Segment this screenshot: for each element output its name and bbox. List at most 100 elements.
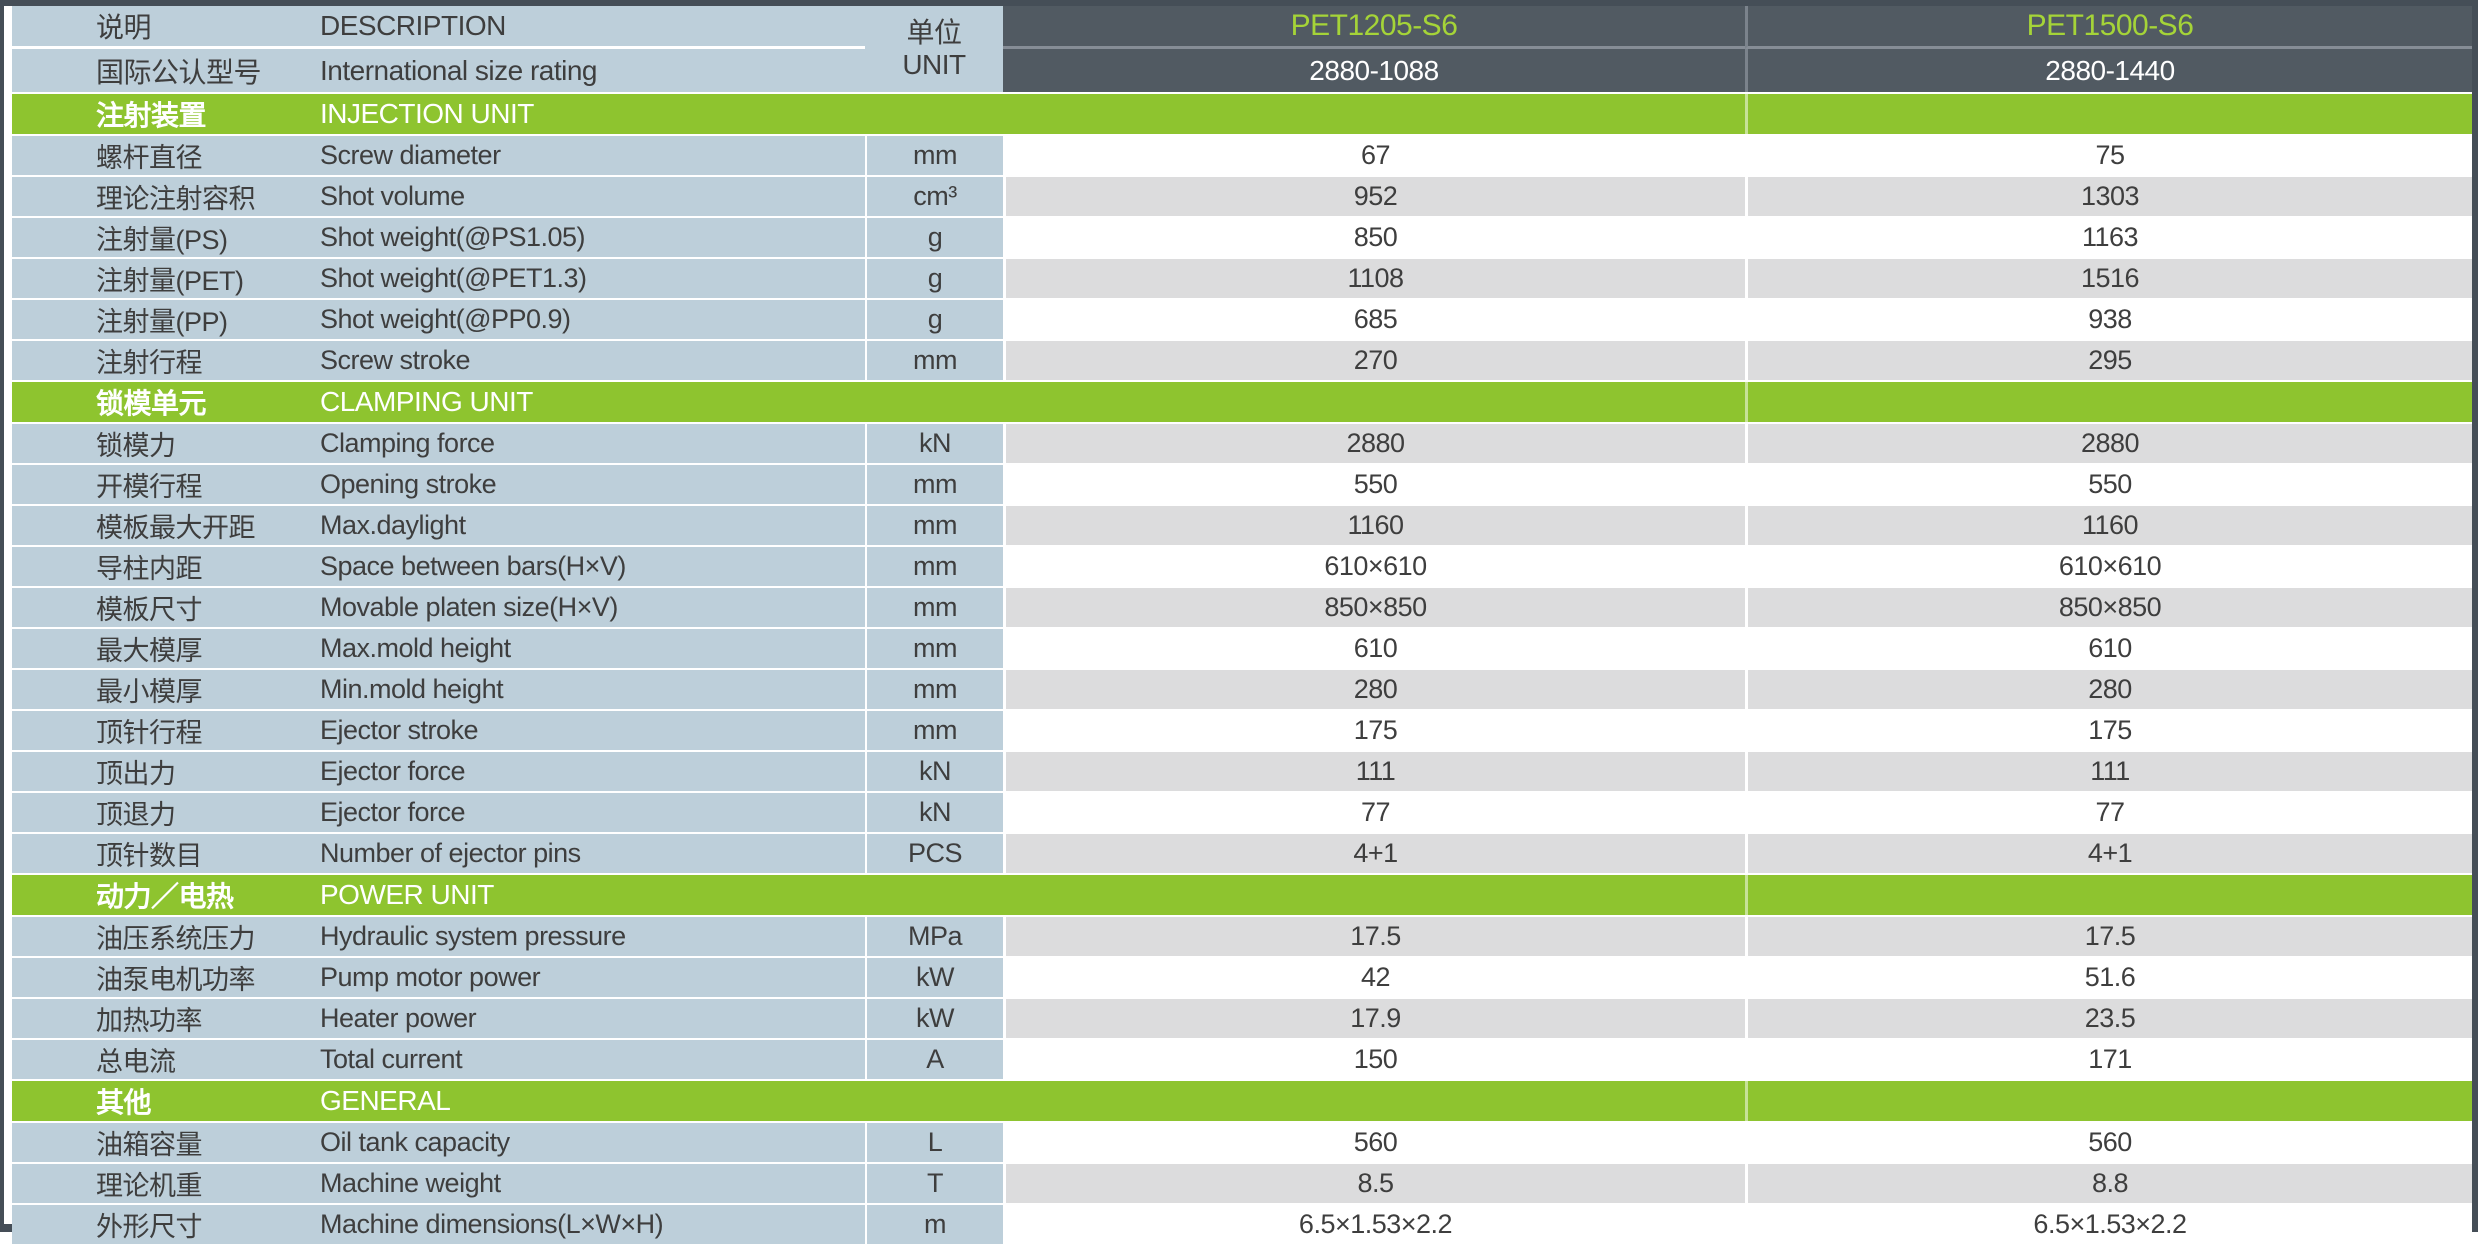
spec-label-en: Total current bbox=[320, 1040, 865, 1079]
spec-value-model2: 1516 bbox=[1745, 259, 2472, 298]
spec-label-cn: 注射量(PET) bbox=[12, 259, 320, 298]
spec-label-cn: 导柱内距 bbox=[12, 547, 320, 586]
table-row: 顶针行程 Ejector stroke mm 175 175 bbox=[12, 709, 2472, 750]
section-spacer bbox=[1745, 382, 2472, 422]
spec-value-model2: 4+1 bbox=[1745, 834, 2472, 873]
spec-value-model2: 938 bbox=[1745, 300, 2472, 339]
spec-value-model1: 8.5 bbox=[1003, 1164, 1745, 1203]
spec-label-en: Pump motor power bbox=[320, 958, 865, 997]
section-header-row: 锁模单元 CLAMPING UNIT bbox=[12, 380, 2472, 422]
spec-value-model2: 280 bbox=[1745, 670, 2472, 709]
spec-label-en: Number of ejector pins bbox=[320, 834, 865, 873]
table-row: 油压系统压力 Hydraulic system pressure MPa 17.… bbox=[12, 915, 2472, 956]
spec-label-en: Screw stroke bbox=[320, 341, 865, 380]
spec-unit: mm bbox=[865, 341, 1003, 380]
table-row: 顶退力 Ejector force kN 77 77 bbox=[12, 791, 2472, 832]
spec-value-model1: 4+1 bbox=[1003, 834, 1745, 873]
spec-label-en: Shot weight(@PET1.3) bbox=[320, 259, 865, 298]
spec-value-model1: 17.9 bbox=[1003, 999, 1745, 1038]
section-spacer bbox=[865, 94, 1003, 134]
section-spacer bbox=[865, 875, 1003, 915]
spec-label-cn: 油泵电机功率 bbox=[12, 958, 320, 997]
spec-value-model1: 175 bbox=[1003, 711, 1745, 750]
section-title-cn: 其他 bbox=[96, 1087, 152, 1118]
table-row: 模板尺寸 Movable platen size(H×V) mm 850×850… bbox=[12, 586, 2472, 627]
spec-label-en: Ejector force bbox=[320, 793, 865, 832]
spec-value-model2: 171 bbox=[1745, 1040, 2472, 1079]
spec-value-model1: 42 bbox=[1003, 958, 1745, 997]
spec-label-en: Shot volume bbox=[320, 177, 865, 216]
table-row: 注射行程 Screw stroke mm 270 295 bbox=[12, 339, 2472, 380]
spec-value-model1: 560 bbox=[1003, 1123, 1745, 1162]
spec-value-model1: 280 bbox=[1003, 670, 1745, 709]
section-title-cn: 注射装置 bbox=[96, 100, 207, 131]
table-row: 总电流 Total current A 150 171 bbox=[12, 1038, 2472, 1079]
section-title-en: GENERAL bbox=[320, 1085, 451, 1116]
spec-unit: kN bbox=[865, 424, 1003, 463]
section-title-en: INJECTION UNIT bbox=[320, 98, 534, 129]
spec-value-model2: 560 bbox=[1745, 1123, 2472, 1162]
size-rating-2: 2880-1440 bbox=[1745, 49, 2472, 92]
spec-value-model2: 1160 bbox=[1745, 506, 2472, 545]
spec-unit: mm bbox=[865, 629, 1003, 668]
section-spacer bbox=[865, 1081, 1003, 1121]
spec-label-cn: 最小模厚 bbox=[12, 670, 320, 709]
header-unit-cell: 单位 UNIT bbox=[865, 6, 1003, 92]
spec-value-model1: 6.5×1.53×2.2 bbox=[1003, 1205, 1745, 1244]
spec-value-model1: 610 bbox=[1003, 629, 1745, 668]
header-unit-cn: 单位 bbox=[906, 16, 962, 48]
table-row: 注射量(PS) Shot weight(@PS1.05) g 850 1163 bbox=[12, 216, 2472, 257]
spec-label-cn: 理论注射容积 bbox=[12, 177, 320, 216]
spec-unit: mm bbox=[865, 547, 1003, 586]
spec-value-model1: 610×610 bbox=[1003, 547, 1745, 586]
spec-value-model1: 685 bbox=[1003, 300, 1745, 339]
spec-unit: g bbox=[865, 259, 1003, 298]
spec-label-en: Min.mold height bbox=[320, 670, 865, 709]
model-name-1: PET1205-S6 bbox=[1003, 6, 1745, 49]
section-title-cn: 动力／电热 bbox=[96, 881, 234, 912]
section-header-row: 其他 GENERAL bbox=[12, 1079, 2472, 1121]
spec-value-model2: 550 bbox=[1745, 465, 2472, 504]
spec-label-cn: 顶针行程 bbox=[12, 711, 320, 750]
spec-value-model2: 610×610 bbox=[1745, 547, 2472, 586]
spec-unit: PCS bbox=[865, 834, 1003, 873]
spec-label-cn: 开模行程 bbox=[12, 465, 320, 504]
table-row: 螺杆直径 Screw diameter mm 67 75 bbox=[12, 134, 2472, 175]
section-header-row: 动力／电热 POWER UNIT bbox=[12, 873, 2472, 915]
spec-label-cn: 外形尺寸 bbox=[12, 1205, 320, 1244]
spec-unit: g bbox=[865, 218, 1003, 257]
spec-value-model1: 67 bbox=[1003, 136, 1745, 175]
spec-label-cn: 最大模厚 bbox=[12, 629, 320, 668]
table-row: 开模行程 Opening stroke mm 550 550 bbox=[12, 463, 2472, 504]
spec-label-en: Machine weight bbox=[320, 1164, 865, 1203]
rating-label-cn: 国际公认型号 bbox=[12, 49, 320, 92]
spec-value-model2: 6.5×1.53×2.2 bbox=[1745, 1205, 2472, 1244]
spec-unit: kN bbox=[865, 752, 1003, 791]
spec-value-model2: 1163 bbox=[1745, 218, 2472, 257]
spec-value-model1: 77 bbox=[1003, 793, 1745, 832]
spec-label-en: Movable platen size(H×V) bbox=[320, 588, 865, 627]
spec-unit: A bbox=[865, 1040, 1003, 1079]
section-title-cn: 锁模单元 bbox=[96, 388, 207, 419]
table-row: 顶出力 Ejector force kN 111 111 bbox=[12, 750, 2472, 791]
spec-label-en: Ejector stroke bbox=[320, 711, 865, 750]
spec-unit: mm bbox=[865, 588, 1003, 627]
spec-value-model1: 2880 bbox=[1003, 424, 1745, 463]
spec-label-cn: 注射量(PP) bbox=[12, 300, 320, 339]
section-header-row: 注射装置 INJECTION UNIT bbox=[12, 92, 2472, 134]
spec-value-model2: 23.5 bbox=[1745, 999, 2472, 1038]
model-name-2: PET1500-S6 bbox=[1745, 6, 2472, 49]
table-row: 导柱内距 Space between bars(H×V) mm 610×610 … bbox=[12, 545, 2472, 586]
table-row: 注射量(PP) Shot weight(@PP0.9) g 685 938 bbox=[12, 298, 2472, 339]
spec-value-model2: 1303 bbox=[1745, 177, 2472, 216]
spec-value-model1: 17.5 bbox=[1003, 917, 1745, 956]
spec-value-model1: 111 bbox=[1003, 752, 1745, 791]
spec-label-cn: 顶针数目 bbox=[12, 834, 320, 873]
spec-label-cn: 注射行程 bbox=[12, 341, 320, 380]
spec-value-model1: 270 bbox=[1003, 341, 1745, 380]
section-title-en: CLAMPING UNIT bbox=[320, 386, 533, 417]
spec-value-model1: 850×850 bbox=[1003, 588, 1745, 627]
spec-label-en: Shot weight(@PP0.9) bbox=[320, 300, 865, 339]
spec-value-model1: 1108 bbox=[1003, 259, 1745, 298]
